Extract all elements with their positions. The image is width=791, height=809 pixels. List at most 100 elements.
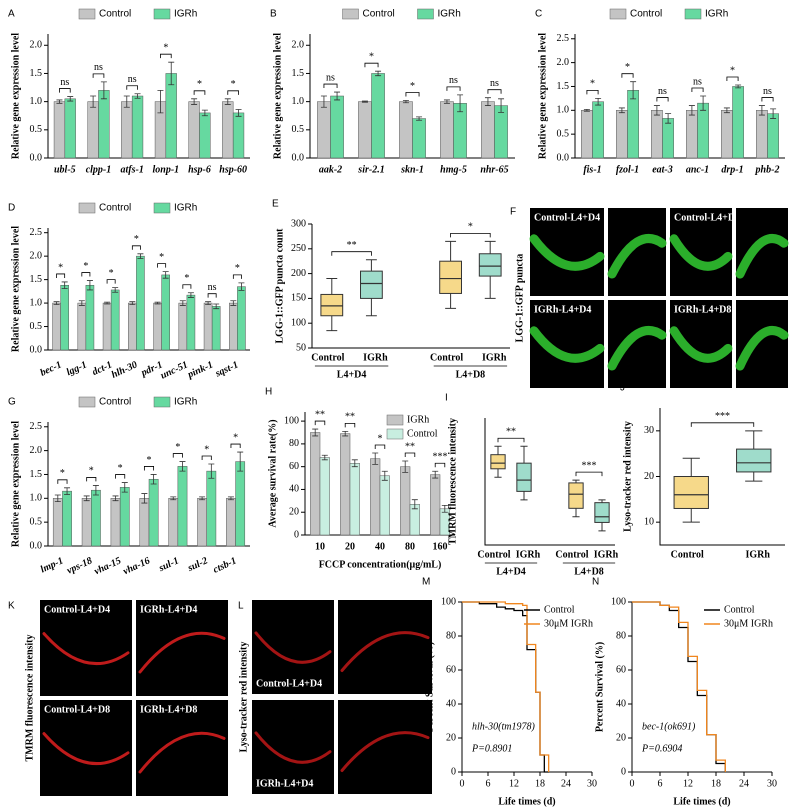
legend-label: 30μM IGRh (544, 618, 593, 629)
image-label: Control-L4+D8 (44, 704, 110, 715)
y-axis-label: Relative gene expression level (10, 226, 21, 352)
error-bar (112, 495, 119, 502)
y-tick-label: 80 (289, 438, 299, 449)
panel-label: A (8, 9, 15, 20)
y-tick-label: 0.5 (30, 124, 43, 135)
x-axis-label: Life times (d) (498, 796, 555, 807)
x-tick-label: Control (430, 352, 463, 363)
bar (581, 110, 593, 159)
x-tick-label: drp-1 (721, 164, 743, 175)
legend-label: 30μM IGRh (724, 618, 773, 629)
sig-bracket (232, 274, 242, 279)
error-bar (199, 496, 206, 501)
bar (232, 112, 245, 159)
bar (371, 73, 385, 159)
sig-bracket (450, 232, 491, 238)
x-tick-label: Control (671, 549, 704, 560)
sig-bracket (405, 92, 420, 97)
x-tick-label: IGRh (363, 352, 388, 363)
x-tick-label: sul-2 (185, 555, 209, 574)
significance: * (235, 263, 240, 274)
micrograph (40, 700, 132, 796)
y-tick-label: 0.5 (30, 321, 43, 332)
legend-label: Control (407, 428, 438, 439)
bar (148, 478, 159, 547)
error-bar (498, 98, 505, 113)
y-tick-label: 20 (644, 471, 654, 482)
significance: * (197, 79, 202, 90)
sig-bracket (446, 86, 461, 91)
axis (47, 34, 250, 159)
specimen (669, 234, 733, 271)
error-bar (179, 300, 186, 306)
error-bar (170, 496, 177, 501)
bar (379, 475, 390, 536)
error-bar (90, 95, 97, 108)
y-tick-label: 1.0 (557, 105, 570, 116)
sig-bracket (160, 53, 172, 59)
image-label: Control-L4+D4 (534, 212, 600, 223)
x-tick-label: 40 (375, 541, 385, 552)
x-tick-label: IGRh (482, 352, 507, 363)
bar (110, 498, 121, 547)
y-tick-label: 1.0 (30, 297, 43, 308)
bar (235, 461, 246, 547)
significance: *** (582, 460, 597, 471)
y-tick-label: 0.5 (557, 128, 570, 139)
sig-bracket (182, 284, 192, 289)
image-label: Control-L4+D4 (44, 604, 110, 615)
bar (153, 302, 162, 351)
significance: * (590, 79, 595, 90)
significance: * (233, 432, 238, 443)
x-tick-label: 20 (345, 541, 355, 552)
error-bar (235, 109, 242, 117)
panel-label: N (592, 577, 599, 588)
error-bar (432, 470, 439, 479)
y-tick-label: 0.0 (30, 540, 43, 551)
panel-label: H (265, 387, 272, 398)
sig-bracket (81, 272, 91, 277)
bar (412, 118, 426, 159)
group-label: L4+D8 (574, 566, 604, 577)
bar (161, 274, 170, 351)
bar (165, 73, 177, 159)
legend-label: Control (544, 604, 575, 615)
annotation: P=0.6904 (641, 743, 682, 754)
bar (756, 110, 768, 159)
y-tick-label: 60 (446, 664, 456, 675)
significance: ns (326, 72, 335, 83)
bar (330, 95, 344, 159)
box (516, 462, 532, 492)
significance: ns (449, 75, 458, 86)
image-label: IGRh-L4+D4 (534, 304, 591, 315)
error-bar (618, 107, 625, 114)
sig-bracket (364, 62, 379, 68)
box (478, 253, 502, 277)
error-bar (230, 300, 237, 306)
box (673, 476, 709, 509)
group-label: L4+D4 (337, 369, 367, 380)
specimen (735, 234, 789, 279)
sig-bracket (57, 479, 68, 484)
sig-bracket (497, 437, 525, 443)
bar (494, 105, 508, 159)
error-bar (320, 95, 327, 108)
significance: * (175, 442, 180, 453)
error-bar (104, 301, 111, 305)
sig-bracket (374, 444, 386, 449)
x-tick-label: Control (311, 352, 344, 363)
bar (136, 255, 145, 351)
error-bar (321, 454, 328, 461)
significance: * (184, 273, 189, 284)
error-bar (312, 428, 319, 437)
legend-swatch (417, 8, 434, 20)
y-tick-label: 100 (284, 415, 299, 426)
y-tick-label: 60 (289, 461, 299, 472)
bar (697, 102, 709, 159)
y-tick-label: 10 (644, 516, 654, 527)
y-tick-label: 0.0 (292, 152, 305, 163)
x-tick-label: ctsb-1 (212, 555, 239, 575)
significance: * (89, 466, 94, 477)
significance: ns (658, 86, 667, 97)
